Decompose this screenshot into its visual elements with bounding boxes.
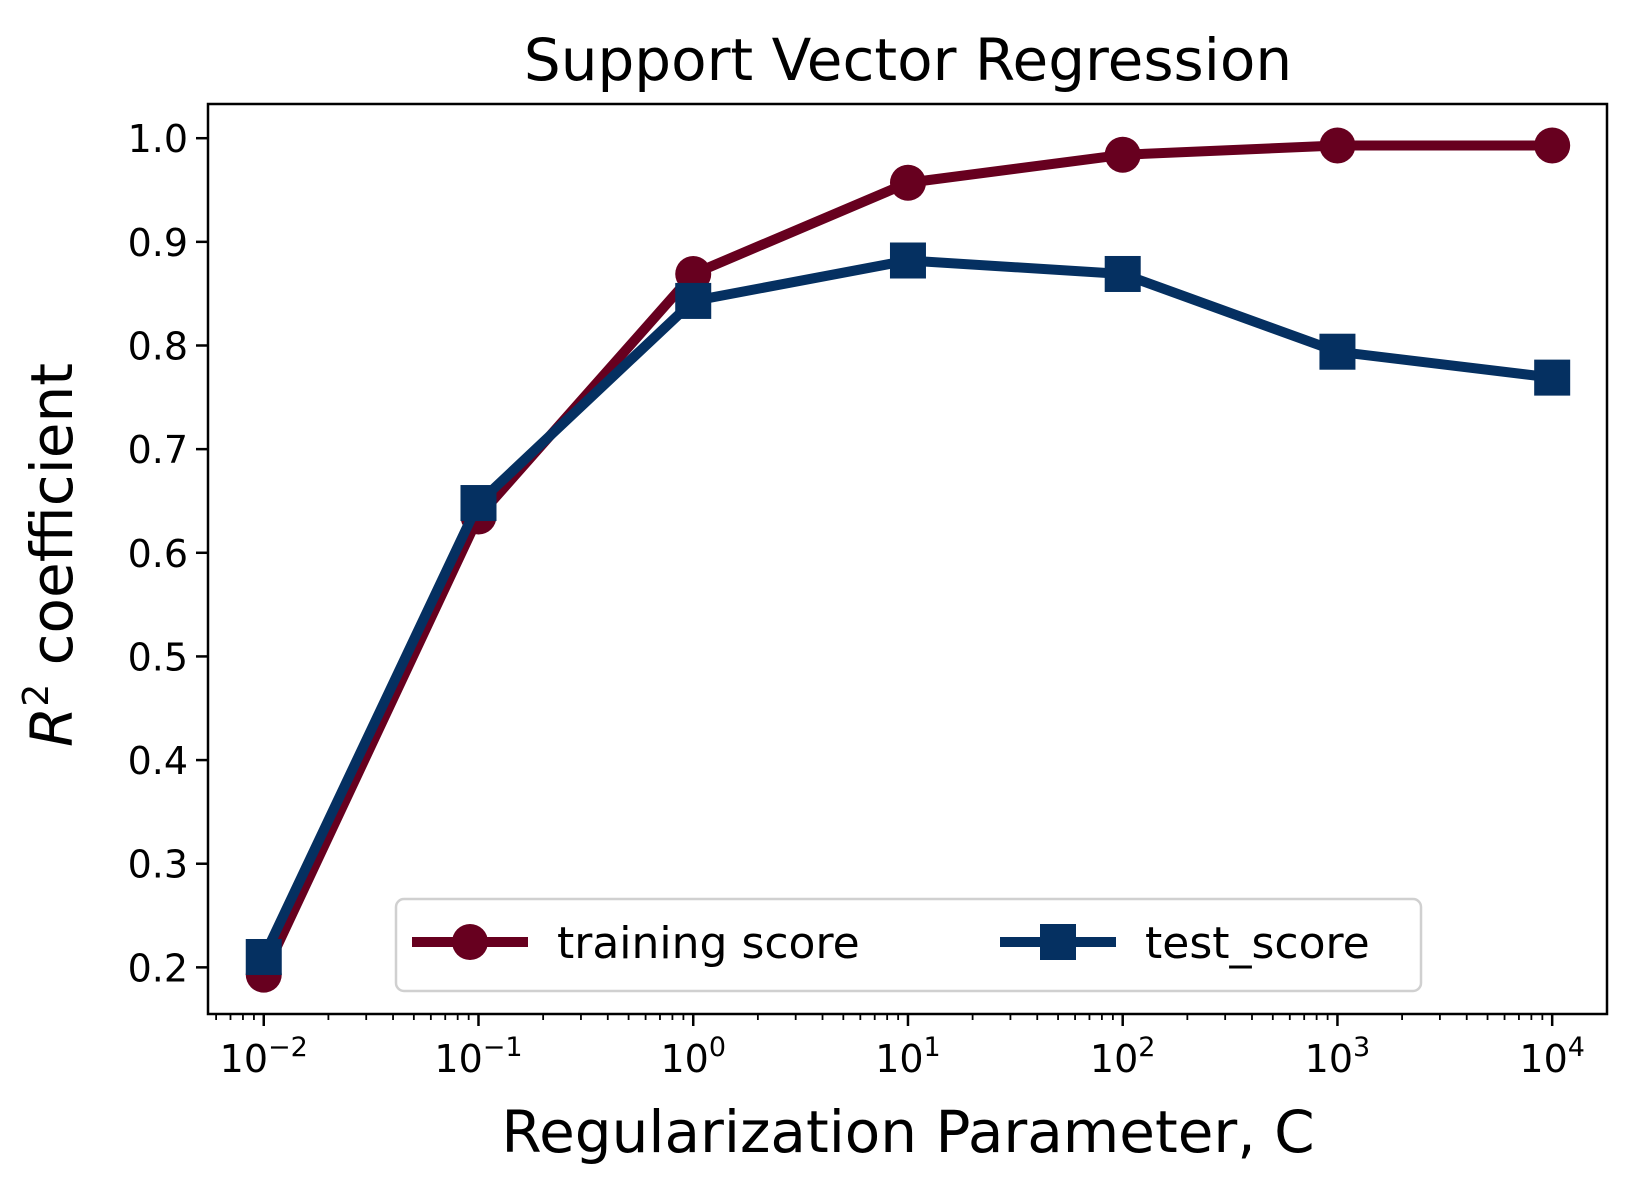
- x-tick-label: 103: [1305, 1032, 1371, 1081]
- x-tick-label-base: 10: [875, 1037, 923, 1081]
- y-tick-label: 0.3: [128, 843, 188, 887]
- data-point-training: [1104, 136, 1141, 173]
- legend-training-label: training score: [557, 918, 860, 969]
- x-tick-label-base: 10: [1519, 1037, 1567, 1081]
- y-tick-label: 0.7: [128, 428, 188, 472]
- data-point-test: [460, 485, 497, 522]
- x-tick-label-exp: 2: [1138, 1032, 1155, 1063]
- x-tick-label: 104: [1519, 1032, 1585, 1081]
- y-axis-label: R2 coefficient: [16, 363, 86, 747]
- x-tick-label: 102: [1090, 1032, 1156, 1081]
- y-tick-label: 0.2: [128, 946, 188, 990]
- x-tick-label-exp: 0: [709, 1032, 726, 1063]
- data-point-test: [889, 242, 926, 279]
- data-point-training: [1319, 127, 1356, 164]
- y-tick-label: 0.8: [128, 324, 188, 368]
- y-axis-label-rest: coefficient: [18, 363, 86, 684]
- x-tick-label: 101: [875, 1032, 941, 1081]
- data-point-test: [1319, 333, 1356, 370]
- legend-training-marker: [452, 924, 488, 960]
- x-tick-label-base: 10: [220, 1037, 268, 1081]
- y-tick-label: 0.6: [128, 532, 188, 576]
- data-point-test: [1534, 359, 1571, 396]
- legend-test-label: test_score: [1145, 918, 1370, 969]
- x-tick-label-exp: 3: [1353, 1032, 1370, 1063]
- chart-title: Support Vector Regression: [524, 26, 1292, 94]
- x-tick-label-base: 10: [1305, 1037, 1353, 1081]
- series-line-test: [259, 255, 1553, 960]
- data-point-test: [1104, 255, 1141, 292]
- y-tick-label: 0.4: [128, 739, 188, 783]
- x-tick-label-base: 10: [660, 1037, 708, 1081]
- x-tick-label-exp: −2: [268, 1032, 308, 1063]
- legend-test-marker: [1040, 924, 1076, 960]
- y-axis-label-sup: 2: [16, 684, 57, 707]
- x-tick-label: 10−2: [220, 1032, 308, 1081]
- x-tick-label-exp: 1: [924, 1032, 941, 1063]
- data-point-test: [245, 938, 282, 975]
- x-tick-label-base: 10: [1090, 1037, 1138, 1081]
- data-point-training: [1534, 127, 1571, 164]
- y-axis-label-base: R: [18, 707, 86, 747]
- x-axis-label: Regularization Parameter, C: [501, 1098, 1314, 1166]
- axis-ticks: 0.20.30.40.50.60.70.80.91.010−2 10−1 100 10…: [128, 117, 1585, 1081]
- y-tick-label: 0.9: [128, 221, 188, 265]
- series-layer: [245, 127, 1571, 993]
- y-tick-label: 1.0: [128, 117, 188, 161]
- x-tick-label-exp: 4: [1568, 1032, 1585, 1063]
- data-point-training: [889, 164, 926, 201]
- plot-frame: [206, 102, 1609, 1016]
- x-tick-label: 100: [660, 1032, 726, 1081]
- x-tick-label: 10−1: [434, 1032, 522, 1081]
- x-tick-label-base: 10: [434, 1037, 482, 1081]
- data-point-test: [675, 282, 712, 319]
- legend-box: [394, 897, 1423, 993]
- x-tick-label-exp: −1: [483, 1032, 523, 1063]
- y-tick-label: 0.5: [128, 635, 188, 679]
- legend: training score test_score: [394, 897, 1423, 993]
